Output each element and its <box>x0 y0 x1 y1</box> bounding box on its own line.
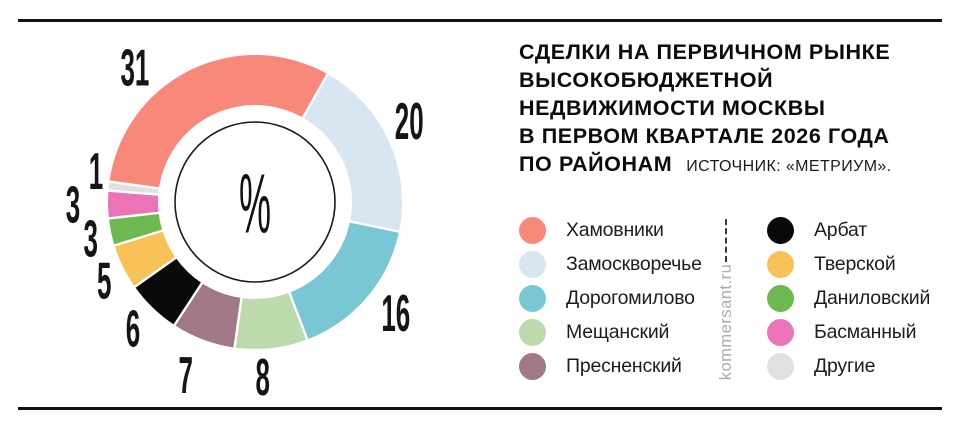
pie-value-label: 3 <box>66 175 80 233</box>
segment-gap <box>106 189 160 196</box>
brand-watermark: kommersant.ru <box>717 263 735 381</box>
legend-label: Даниловский <box>814 286 931 309</box>
legend-swatch <box>767 318 794 346</box>
bottom-divider <box>18 407 942 410</box>
pie-value-label: 7 <box>178 346 192 404</box>
pie-value-label: 6 <box>126 300 140 358</box>
segment-gap <box>107 211 161 220</box>
pie-segment <box>234 292 308 350</box>
legend-item: Арбат <box>767 213 930 247</box>
legend-label: Замоскворечье <box>566 252 702 275</box>
legend-swatch <box>519 250 546 278</box>
legend-item: Даниловский <box>767 281 930 315</box>
pie-value-label: 1 <box>89 142 103 200</box>
title-line: ВЫСОКОБЮДЖЕТНОЙ <box>519 68 774 92</box>
legend-item: Замоскворечье <box>519 247 702 281</box>
pie-segment <box>302 74 403 232</box>
title-line: НЕДВИЖИМОСТИ МОСКВЫ <box>519 96 826 120</box>
legend-label: Пресненский <box>566 354 682 377</box>
legend-item: Басманный <box>767 315 930 349</box>
center-circle <box>174 121 336 283</box>
segment-gap <box>107 180 161 190</box>
segment-gap <box>301 72 330 120</box>
legend-swatch <box>767 216 794 244</box>
legend-item: Хамовники <box>519 213 702 247</box>
pie-value-label: 5 <box>97 251 111 309</box>
pie-segment <box>174 283 242 348</box>
pie-segment <box>107 190 159 219</box>
top-divider <box>18 19 942 22</box>
legend-item: Мещанский <box>519 315 702 349</box>
legend-item: Тверской <box>767 247 930 281</box>
pie-value-label: 20 <box>395 92 424 150</box>
legend-swatch <box>767 284 794 312</box>
legend-swatch <box>519 216 546 244</box>
segment-gap <box>287 290 309 342</box>
dashed-divider <box>725 219 727 262</box>
legend-swatch <box>519 318 546 346</box>
legend-swatch <box>767 352 794 380</box>
segment-gap <box>112 229 165 248</box>
legend-column-left: Хамовники Замоскворечье Дорогомилово Мещанс… <box>519 213 702 383</box>
legend-swatch <box>519 284 546 312</box>
legend-label: Мещанский <box>566 320 670 343</box>
pie-segment <box>109 54 328 189</box>
legend-swatch <box>519 352 546 380</box>
legend-label: Дорогомилово <box>566 286 695 309</box>
segment-gap <box>348 220 401 234</box>
percent-symbol: % <box>239 157 271 251</box>
title-line: СДЕЛКИ НА ПЕРВИЧНОМ РЫНКЕ <box>519 40 891 64</box>
pie-segment <box>114 230 176 287</box>
pie-value-label: 31 <box>120 39 149 97</box>
title-line: В ПЕРВОМ КВАРТАЛЕ 2026 ГОДА <box>519 124 890 148</box>
pie-segment <box>108 212 163 246</box>
legend-label: Арбат <box>814 218 867 241</box>
pie-value-label: 3 <box>83 210 97 268</box>
legend-label: Хамовники <box>566 218 664 241</box>
legend-item: Дорогомилово <box>519 281 702 315</box>
source-note: ИСТОЧНИК: «МЕТРИУМ». <box>686 158 892 175</box>
pie-segment <box>289 221 399 340</box>
segment-gap <box>172 281 204 327</box>
legend-label: Другие <box>814 354 876 377</box>
legend-swatch <box>767 250 794 278</box>
segment-gap <box>132 256 178 289</box>
legend-label: Тверской <box>814 252 896 275</box>
chart-title: СДЕЛКИ НА ПЕРВИЧНОМ РЫНКЕ ВЫСОКОБЮДЖЕТНО… <box>519 38 944 181</box>
legend-label: Басманный <box>814 320 917 343</box>
legend-item: Пресненский <box>519 349 702 383</box>
legend-item: Другие <box>767 349 930 383</box>
pie-value-label: 16 <box>381 284 410 342</box>
legend-column-right: Арбат Тверской Даниловский Басманный Другие <box>767 213 930 383</box>
pie-value-label: 8 <box>255 348 269 406</box>
segment-gap <box>233 296 243 350</box>
title-line: ПО РАЙОНАМ <box>519 152 673 176</box>
